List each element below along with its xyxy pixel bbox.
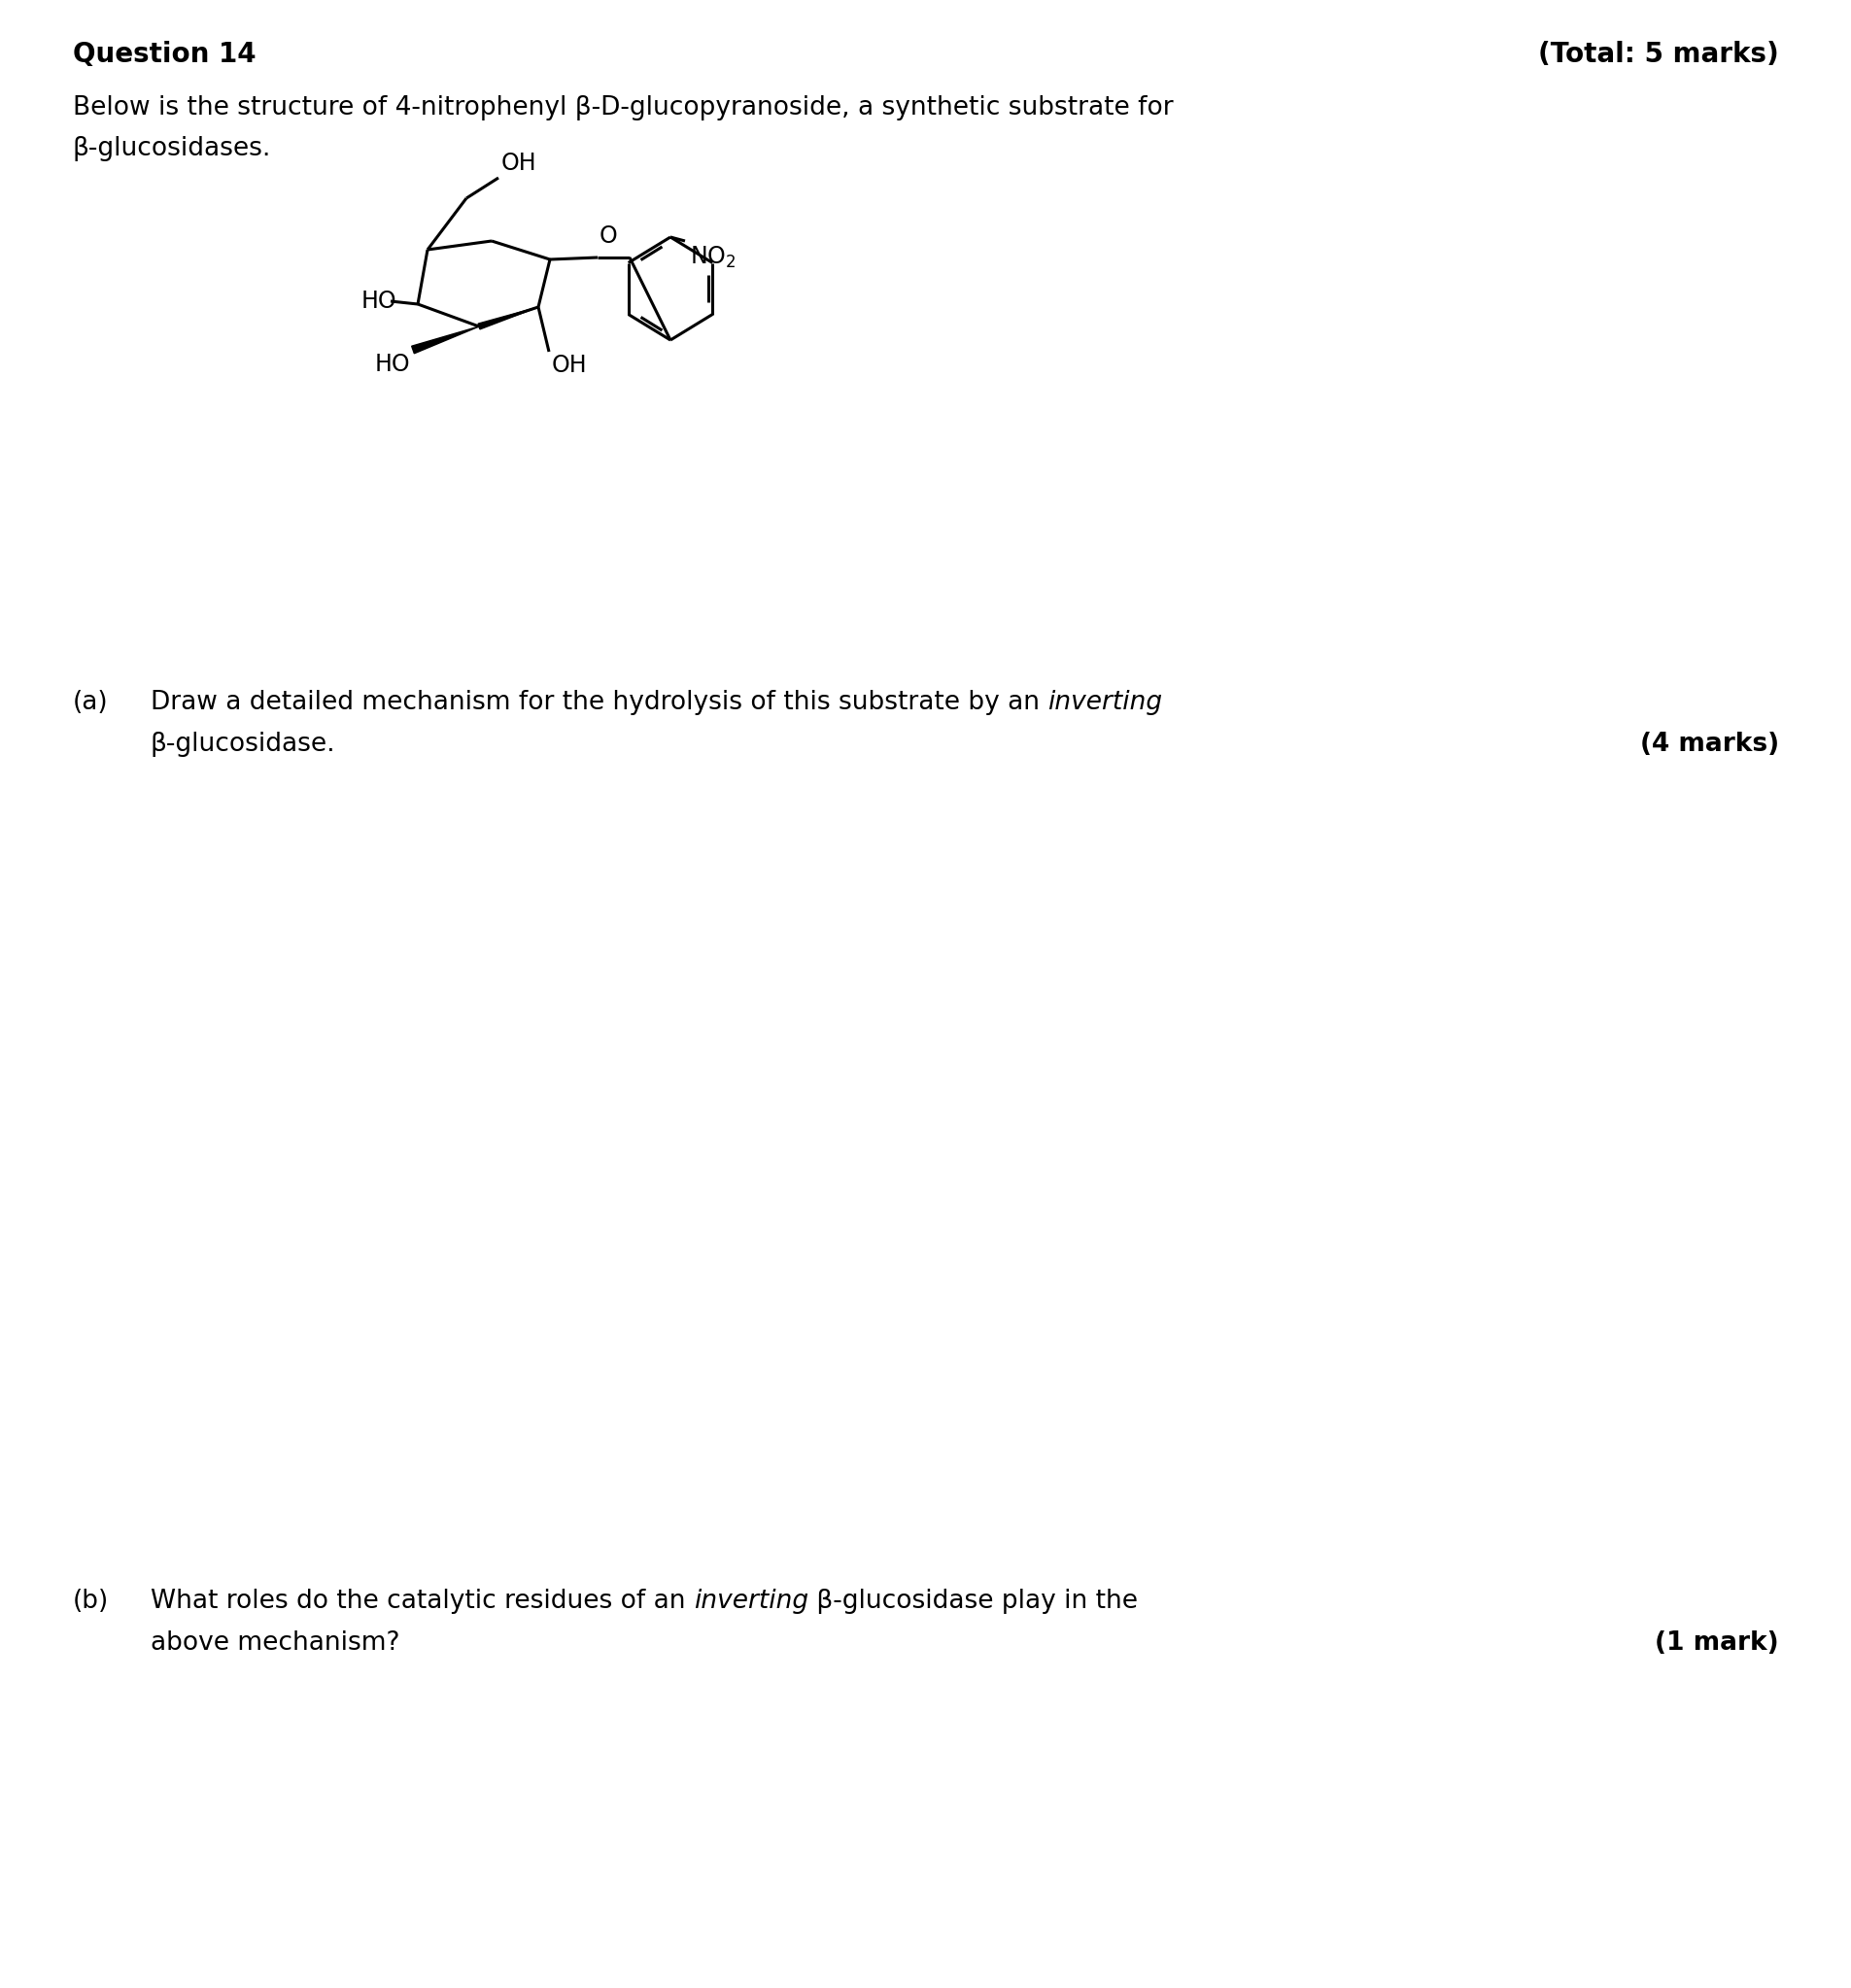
Text: β-glucosidase.: β-glucosidase. — [150, 732, 335, 757]
Text: OH: OH — [502, 151, 537, 175]
Polygon shape — [478, 306, 539, 330]
Text: (1 mark): (1 mark) — [1655, 1630, 1779, 1656]
Text: Below is the structure of 4-nitrophenyl β-D-glucopyranoside, a synthetic substra: Below is the structure of 4-nitrophenyl … — [72, 95, 1174, 121]
Text: NO$_2$: NO$_2$ — [690, 245, 735, 270]
Text: (b): (b) — [72, 1588, 109, 1614]
Text: HO: HO — [361, 290, 396, 312]
Text: (a): (a) — [72, 690, 109, 716]
Text: inverting: inverting — [694, 1588, 809, 1614]
Text: (4 marks): (4 marks) — [1640, 732, 1779, 757]
Text: HO: HO — [374, 352, 409, 376]
Text: above mechanism?: above mechanism? — [150, 1630, 400, 1656]
Text: Question 14: Question 14 — [72, 42, 255, 68]
Text: What roles do the catalytic residues of an: What roles do the catalytic residues of … — [150, 1588, 694, 1614]
Text: Draw a detailed mechanism for the hydrolysis of this substrate by an: Draw a detailed mechanism for the hydrol… — [150, 690, 1048, 716]
Text: inverting: inverting — [1048, 690, 1162, 716]
Text: β-glucosidases.: β-glucosidases. — [72, 135, 272, 161]
Polygon shape — [411, 326, 479, 354]
Text: (Total: 5 marks): (Total: 5 marks) — [1538, 42, 1779, 68]
Text: O: O — [600, 225, 618, 248]
Text: β-glucosidase play in the: β-glucosidase play in the — [809, 1588, 1137, 1614]
Text: OH: OH — [552, 354, 587, 378]
